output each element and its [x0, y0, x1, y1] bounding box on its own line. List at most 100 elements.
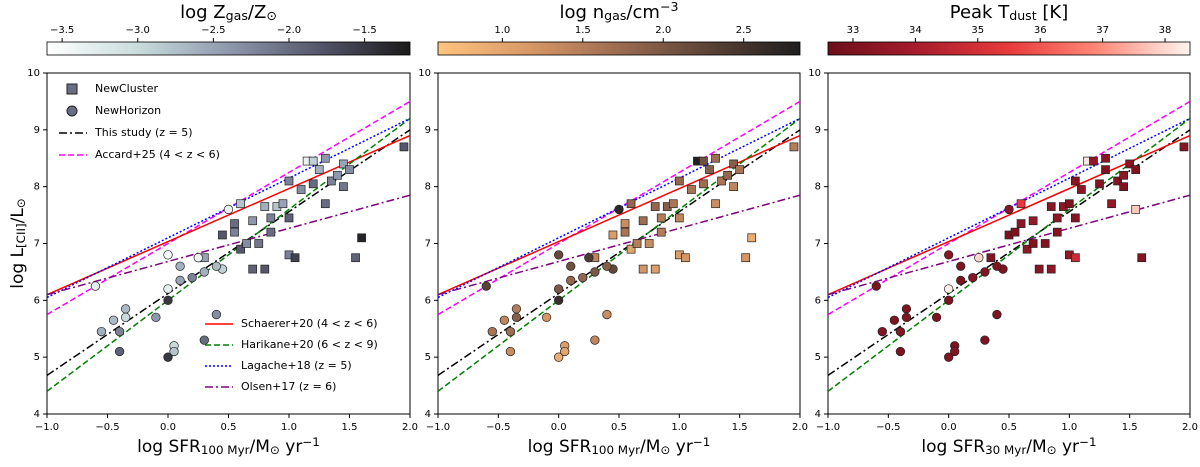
legend-label: This study (z = 5) [94, 126, 193, 139]
x-tick-label: 1.5 [1122, 422, 1138, 433]
label-part: ⊙ [14, 198, 28, 208]
cluster-point [1034, 264, 1044, 274]
label-part: Peak T [950, 2, 1010, 23]
horizon-point [187, 272, 197, 283]
x-tick-label: 1.0 [1061, 422, 1077, 433]
cluster-point [620, 219, 630, 228]
cluster-point [632, 239, 642, 248]
x-tick-label: 0.5 [611, 422, 627, 433]
horizon-point [193, 253, 203, 263]
cluster-point [1064, 199, 1074, 209]
horizon-point [163, 295, 173, 305]
cluster-point [638, 216, 648, 226]
horizon-point [151, 312, 161, 323]
colorbar-tick-label: 34 [909, 25, 922, 36]
cluster-point [1028, 216, 1038, 226]
y-tick-label: 6 [815, 295, 821, 306]
label-part: /M [250, 437, 270, 457]
cluster-point [638, 264, 648, 274]
cluster-point [351, 253, 360, 263]
x-tick-label: 1.5 [342, 422, 358, 433]
horizon-point [968, 272, 978, 283]
cluster-point [729, 159, 738, 169]
y-tick-label: 9 [815, 125, 821, 136]
horizon-point [163, 284, 173, 294]
label-part: ⊙ [1047, 443, 1057, 457]
horizon-point [560, 346, 570, 357]
horizon-point [211, 309, 222, 320]
cluster-point [711, 153, 720, 163]
cluster-point [278, 199, 288, 209]
legend-label: NewHorizon [95, 104, 161, 117]
x-tick-label: −0.5 [95, 422, 119, 433]
label-part: −1 [693, 435, 711, 449]
y-tick-label: 6 [34, 295, 40, 306]
cluster-point [1016, 219, 1026, 228]
cluster-point [650, 264, 660, 274]
cluster-point [1010, 227, 1020, 237]
fit-line [47, 129, 410, 376]
horizon-point [511, 312, 522, 323]
horizon-point [992, 261, 1002, 271]
horizon-point [584, 253, 594, 263]
horizon-point [175, 261, 185, 271]
cluster-point [674, 213, 684, 223]
horizon-point [554, 284, 564, 294]
horizon-point [223, 204, 234, 215]
cluster-point [644, 239, 654, 248]
label-part: /L [8, 208, 28, 224]
colorbar-tick-label: 37 [1096, 25, 1109, 36]
cluster-point [218, 230, 227, 240]
x-tick-label: 2.0 [1182, 422, 1198, 433]
colorbar-tick-label: 35 [971, 25, 984, 36]
colorbar-tick-label: −3.0 [126, 25, 150, 36]
y-tick-label: 8 [425, 182, 431, 193]
label-part: [K] [1037, 2, 1069, 23]
x-axis-label: log SFR100 Myr/M⊙ yr−1 [528, 435, 711, 457]
label-part: gas [604, 8, 626, 23]
legend-label: Olsen+17 (z = 6) [241, 380, 336, 393]
cluster-point [1095, 179, 1104, 189]
y-tick-label: 10 [418, 68, 431, 79]
x-tick-label: 2.0 [402, 422, 418, 433]
horizon-point [578, 272, 588, 283]
horizon-point [877, 326, 887, 337]
x-tick-label: −1.0 [35, 422, 59, 433]
label-part: −1 [302, 435, 320, 449]
label-part: yr [280, 437, 302, 457]
colorbar-tick-label: 1.5 [575, 25, 591, 36]
cluster-point [308, 156, 318, 166]
horizon-point [505, 326, 516, 337]
cluster-point [327, 176, 336, 186]
x-tick-label: 0.5 [221, 422, 237, 433]
cluster-point [620, 227, 630, 237]
horizon-point [90, 281, 101, 291]
horizon-point [163, 250, 173, 260]
horizon-point [602, 309, 612, 320]
horizon-point [554, 295, 564, 305]
horizon-point [944, 284, 954, 294]
cluster-point [741, 253, 751, 263]
legend-label: Lagache+18 (z = 5) [241, 359, 352, 372]
label-part: ⊙ [266, 8, 277, 23]
cluster-point [236, 199, 245, 209]
cluster-point [230, 227, 239, 237]
cluster-point [266, 227, 276, 237]
fit-line [828, 117, 1190, 392]
cluster-point [345, 165, 354, 174]
label-part: log Z [180, 2, 226, 23]
cluster-point [230, 219, 239, 228]
x-tick-label: −1.0 [816, 422, 840, 433]
plot-content [438, 100, 800, 392]
cluster-point [320, 153, 330, 163]
horizon-point [554, 250, 564, 260]
cluster-point [248, 216, 258, 226]
horizon-point [944, 295, 954, 305]
label-part: 100 Myr [201, 443, 250, 457]
colorbar-tick-label: 2.5 [736, 25, 752, 36]
horizon-point [992, 309, 1002, 320]
cluster-point [1131, 165, 1141, 174]
cluster-point [399, 142, 409, 152]
